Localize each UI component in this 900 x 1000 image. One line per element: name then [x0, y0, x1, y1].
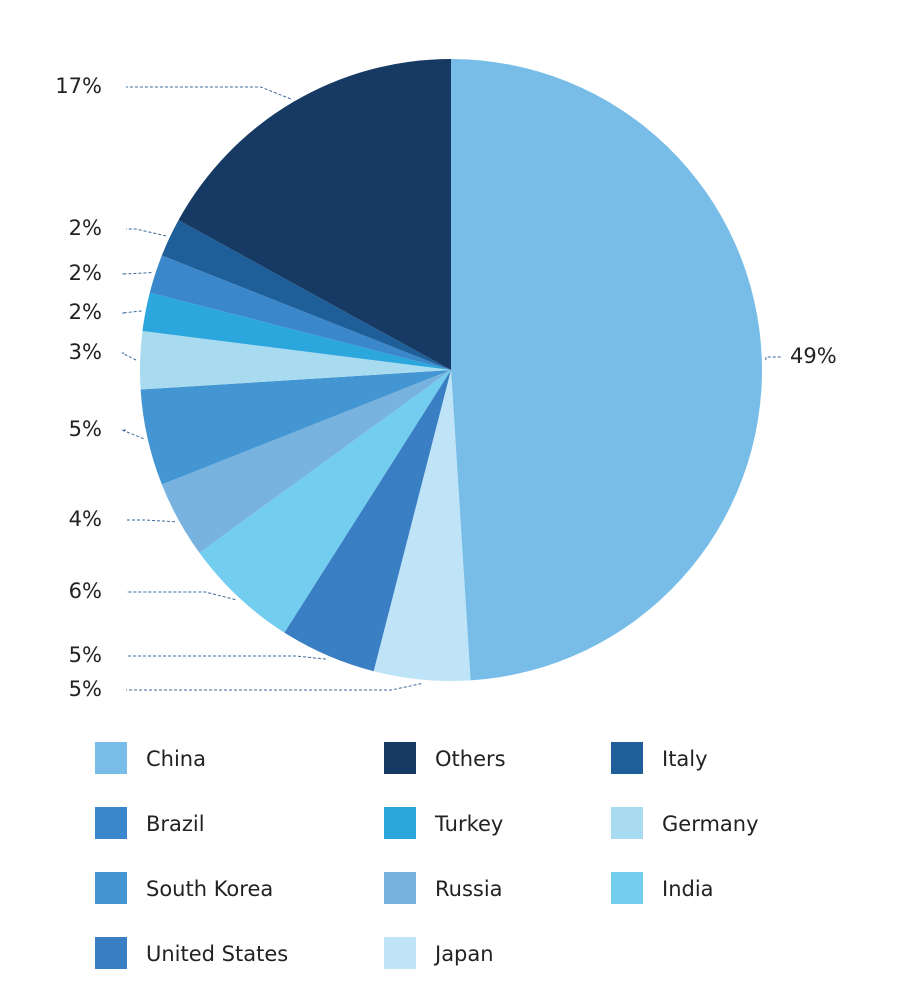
legend-swatch	[611, 742, 643, 774]
data-label: 2%	[69, 261, 102, 285]
pie-slice	[199, 370, 451, 633]
data-label: 49%	[790, 344, 837, 368]
leader-line	[126, 519, 175, 523]
data-label: 5%	[69, 417, 102, 441]
legend-swatch	[384, 742, 416, 774]
leader-line	[126, 86, 291, 100]
leader-line	[126, 591, 236, 601]
leader-line	[126, 228, 167, 237]
leader-line	[126, 683, 422, 691]
pie-slice	[284, 370, 451, 672]
leader-line	[121, 429, 144, 440]
pie-slice	[149, 255, 451, 370]
legend-swatch	[384, 937, 416, 969]
legend-swatch	[95, 872, 127, 904]
data-label: 5%	[69, 643, 102, 667]
data-label: 5%	[69, 677, 102, 701]
data-label: 2%	[69, 216, 102, 240]
pie-slice	[161, 370, 451, 553]
legend-label: Turkey	[434, 812, 503, 836]
data-label: 4%	[69, 507, 102, 531]
legend-label: Brazil	[146, 812, 205, 836]
pie-slice	[373, 370, 471, 681]
pie-slice	[178, 59, 451, 370]
legend-label: Others	[435, 747, 506, 771]
legend-label: Russia	[435, 877, 503, 901]
legend-swatch	[611, 872, 643, 904]
legend-swatch	[95, 807, 127, 839]
leader-line	[121, 310, 142, 314]
pie-slice	[161, 220, 451, 370]
data-label: 17%	[55, 74, 102, 98]
legend-label: Japan	[433, 942, 494, 966]
leader-line	[126, 655, 326, 660]
legend-label: India	[662, 877, 714, 901]
leader-line	[765, 356, 782, 361]
data-label: 6%	[69, 579, 102, 603]
data-label: 2%	[69, 300, 102, 324]
pie-slice	[140, 370, 451, 485]
leader-line	[121, 352, 137, 361]
legend-swatch	[384, 807, 416, 839]
data-label: 3%	[69, 340, 102, 364]
legend-label: Germany	[662, 812, 759, 836]
pie-slice	[142, 292, 451, 370]
legend-swatch	[611, 807, 643, 839]
legend-swatch	[95, 937, 127, 969]
leader-line	[121, 272, 152, 275]
pie-slice	[451, 59, 762, 681]
legend-label: Italy	[662, 747, 708, 771]
legend-label: China	[146, 747, 206, 771]
legend-label: South Korea	[146, 877, 273, 901]
legend-swatch	[384, 872, 416, 904]
pie-slice	[139, 331, 451, 390]
legend-swatch	[95, 742, 127, 774]
legend-label: United States	[146, 942, 288, 966]
